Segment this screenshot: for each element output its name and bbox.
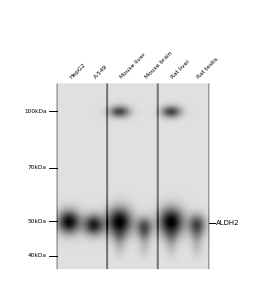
Text: Rat liver: Rat liver	[170, 59, 191, 80]
Text: HepG2: HepG2	[69, 62, 87, 80]
Text: 70kDa: 70kDa	[28, 165, 47, 170]
Text: 100kDa: 100kDa	[24, 109, 47, 114]
Text: Mouse liver: Mouse liver	[119, 52, 147, 80]
Text: Mouse brain: Mouse brain	[144, 51, 173, 80]
Text: 40kDa: 40kDa	[28, 253, 47, 258]
Text: ALDH2: ALDH2	[216, 220, 240, 226]
Text: Rat testis: Rat testis	[196, 56, 219, 80]
Text: 50kDa: 50kDa	[28, 219, 47, 224]
Text: A-549: A-549	[93, 64, 109, 80]
